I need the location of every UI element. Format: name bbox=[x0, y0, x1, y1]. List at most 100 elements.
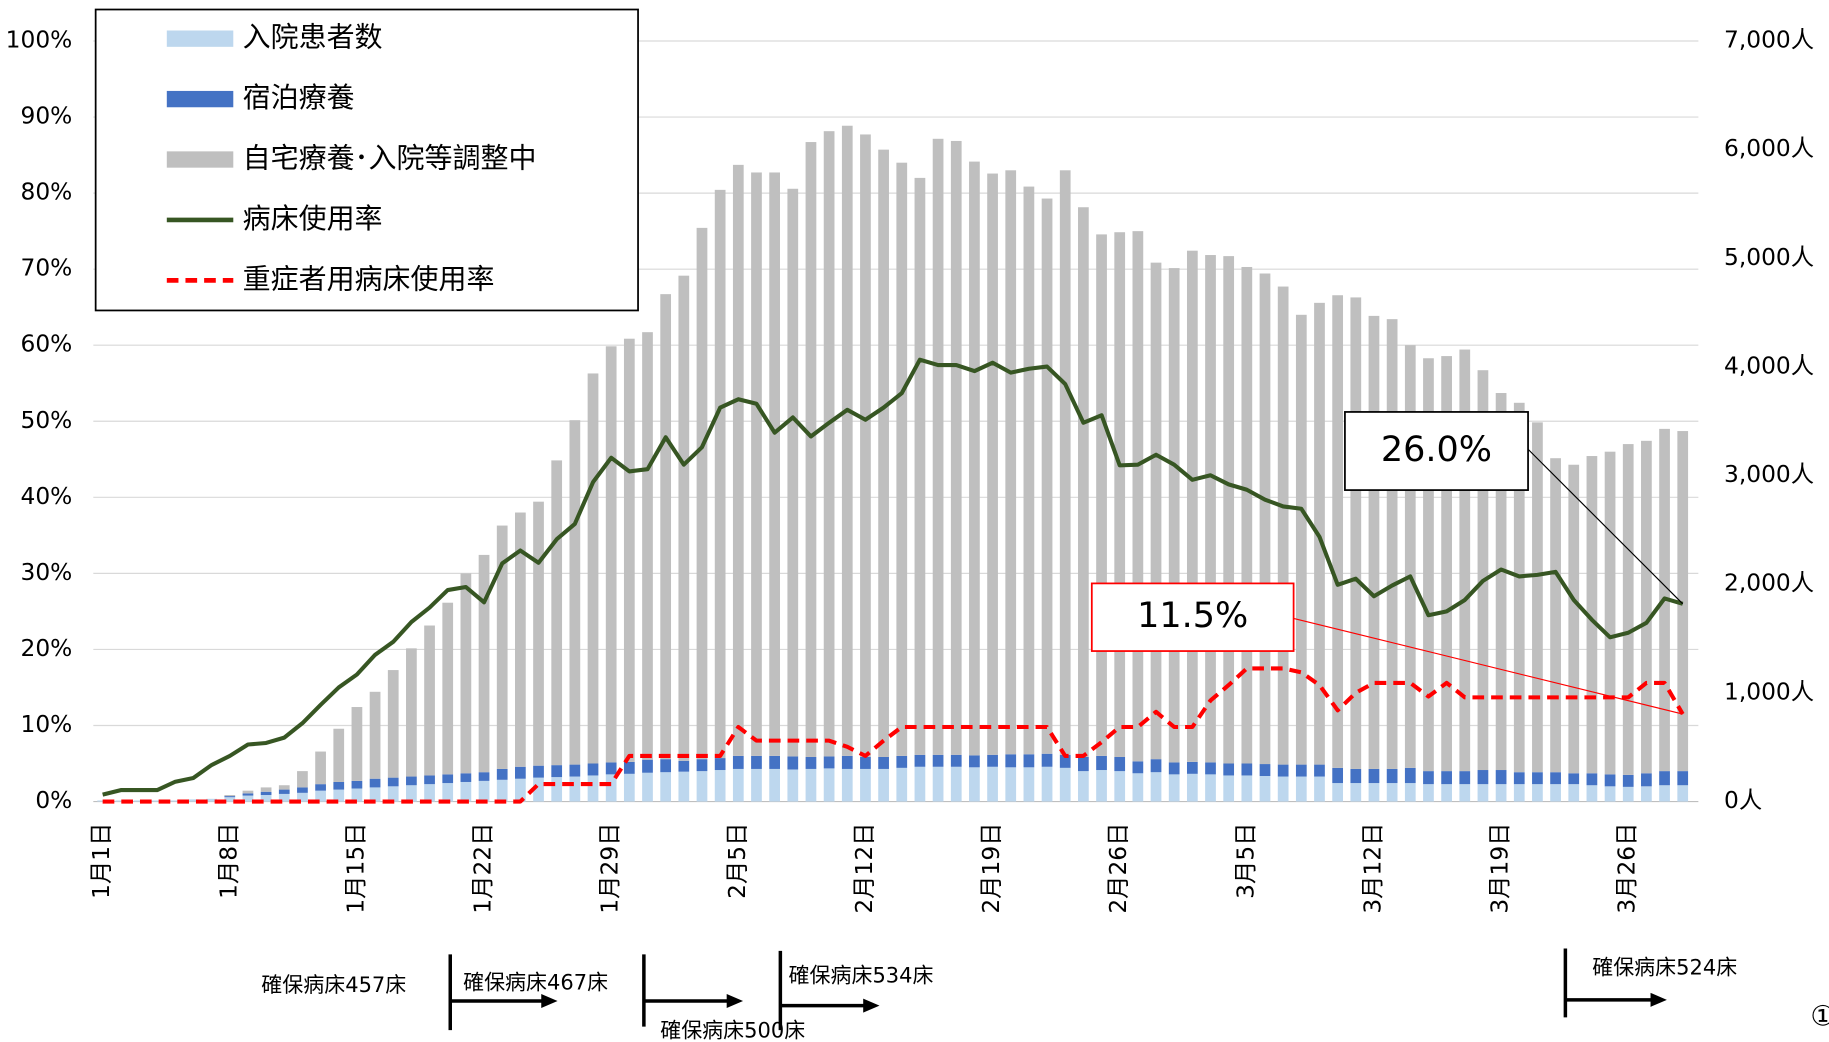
bar-segment bbox=[1368, 783, 1380, 802]
bar-segment bbox=[860, 134, 871, 757]
bar-segment bbox=[1604, 451, 1616, 775]
bar-segment bbox=[406, 776, 417, 786]
bar-segment bbox=[351, 707, 363, 781]
bar-segment bbox=[1350, 297, 1362, 769]
bar-segment bbox=[533, 765, 544, 778]
arrow-head bbox=[726, 993, 744, 1008]
bar-segment bbox=[751, 172, 762, 756]
bar-segment bbox=[1332, 295, 1344, 768]
bar-segment bbox=[515, 766, 526, 779]
bar-segment bbox=[914, 177, 926, 755]
bar-segment bbox=[787, 188, 799, 757]
bar-segment bbox=[1205, 762, 1216, 775]
bar-segment bbox=[442, 774, 454, 784]
x-tick-label: 1月1日 bbox=[88, 823, 115, 899]
bar-segment bbox=[1059, 170, 1071, 755]
bar-segment bbox=[1241, 763, 1253, 776]
bar-segment bbox=[1150, 759, 1162, 773]
bar-segment bbox=[642, 759, 653, 773]
bar-segment bbox=[769, 768, 780, 802]
bar-segment bbox=[1532, 422, 1543, 773]
bar-segment bbox=[333, 789, 345, 802]
bar-segment bbox=[987, 754, 998, 767]
bar-segment bbox=[732, 164, 744, 756]
bar-segment bbox=[696, 227, 708, 760]
bar-segment bbox=[1332, 767, 1344, 784]
bar-segment bbox=[1096, 234, 1107, 756]
bar-segment bbox=[387, 786, 399, 802]
bar-segment bbox=[1114, 756, 1126, 772]
bar-segment bbox=[587, 373, 599, 764]
bar-segment bbox=[605, 762, 617, 775]
bar-segment bbox=[1005, 170, 1017, 755]
bar-segment bbox=[1150, 262, 1162, 760]
bar-segment bbox=[387, 777, 399, 787]
legend-label: 宿泊療養 bbox=[243, 81, 355, 114]
bar-segment bbox=[1205, 255, 1216, 763]
bar-segment bbox=[751, 755, 762, 769]
bar-segment bbox=[914, 754, 926, 767]
bar-segment bbox=[1459, 771, 1471, 785]
bar-segment bbox=[406, 648, 417, 777]
bar-segment bbox=[1186, 250, 1198, 762]
bar-segment bbox=[1586, 773, 1598, 786]
bar-segment bbox=[932, 754, 944, 767]
bar-segment bbox=[169, 800, 181, 802]
bar-segment bbox=[1604, 774, 1616, 787]
bar-segment bbox=[1241, 266, 1253, 764]
bar-segment bbox=[1277, 764, 1289, 777]
bar-segment bbox=[1186, 773, 1198, 802]
data-label: 26.0% bbox=[1381, 430, 1492, 470]
bar-segment bbox=[823, 131, 835, 757]
bed-annotation: 確保病床467床 bbox=[463, 970, 608, 994]
bar-segment bbox=[1459, 349, 1471, 772]
bar-segment bbox=[478, 554, 490, 773]
bar-segment bbox=[1677, 771, 1689, 786]
arrow-head bbox=[1650, 992, 1667, 1007]
bar-segment bbox=[1314, 776, 1325, 802]
leader-line bbox=[1293, 617, 1683, 715]
bar-segment bbox=[1459, 784, 1471, 802]
bar-segment bbox=[1641, 440, 1652, 774]
line-series bbox=[102, 666, 1685, 804]
bar-segment bbox=[242, 790, 254, 794]
bar-segment bbox=[1513, 772, 1525, 785]
bar-segment bbox=[787, 769, 799, 802]
y2-tick-label: 5,000人 bbox=[1724, 244, 1814, 271]
x-tick-label: 2月26日 bbox=[1105, 823, 1132, 914]
bar-segment bbox=[732, 755, 744, 769]
bar-segment bbox=[841, 768, 853, 802]
bar-segment bbox=[242, 795, 254, 802]
bar-segment bbox=[1078, 207, 1089, 757]
legend-label: 入院患者数 bbox=[243, 21, 383, 54]
legend-label: 重症者用病床使用率 bbox=[243, 262, 495, 295]
y-tick-label: 50% bbox=[20, 407, 72, 434]
label-box bbox=[1344, 411, 1529, 491]
bar-segment bbox=[1368, 315, 1380, 769]
bar-segment bbox=[297, 792, 308, 802]
y2-tick-label: 7,000人 bbox=[1724, 27, 1814, 54]
bar-segment bbox=[896, 162, 908, 756]
bar-segment bbox=[1604, 786, 1616, 802]
bed-annotation: 確保病床500床 bbox=[660, 1018, 805, 1042]
bar-segment bbox=[1532, 784, 1543, 802]
bar-segment bbox=[278, 789, 290, 794]
bar-segment bbox=[115, 800, 127, 802]
bar-segment bbox=[460, 573, 472, 774]
bar-segment bbox=[969, 161, 980, 756]
bar-segment bbox=[442, 783, 454, 802]
bar-segment bbox=[315, 751, 326, 785]
bar-segment bbox=[297, 771, 308, 788]
bar-segment bbox=[660, 772, 672, 802]
bar-segment bbox=[1059, 754, 1071, 768]
bar-segment bbox=[623, 338, 635, 762]
bar-segment bbox=[841, 125, 853, 756]
bar-segment bbox=[369, 778, 381, 788]
legend-swatch bbox=[166, 90, 234, 108]
bar-segment bbox=[1223, 775, 1235, 802]
bar-segment bbox=[1205, 774, 1216, 802]
bar-segment bbox=[406, 785, 417, 802]
bar-segment bbox=[696, 771, 708, 802]
page-mark: ① bbox=[1810, 999, 1829, 1032]
bar-segment bbox=[333, 781, 345, 790]
